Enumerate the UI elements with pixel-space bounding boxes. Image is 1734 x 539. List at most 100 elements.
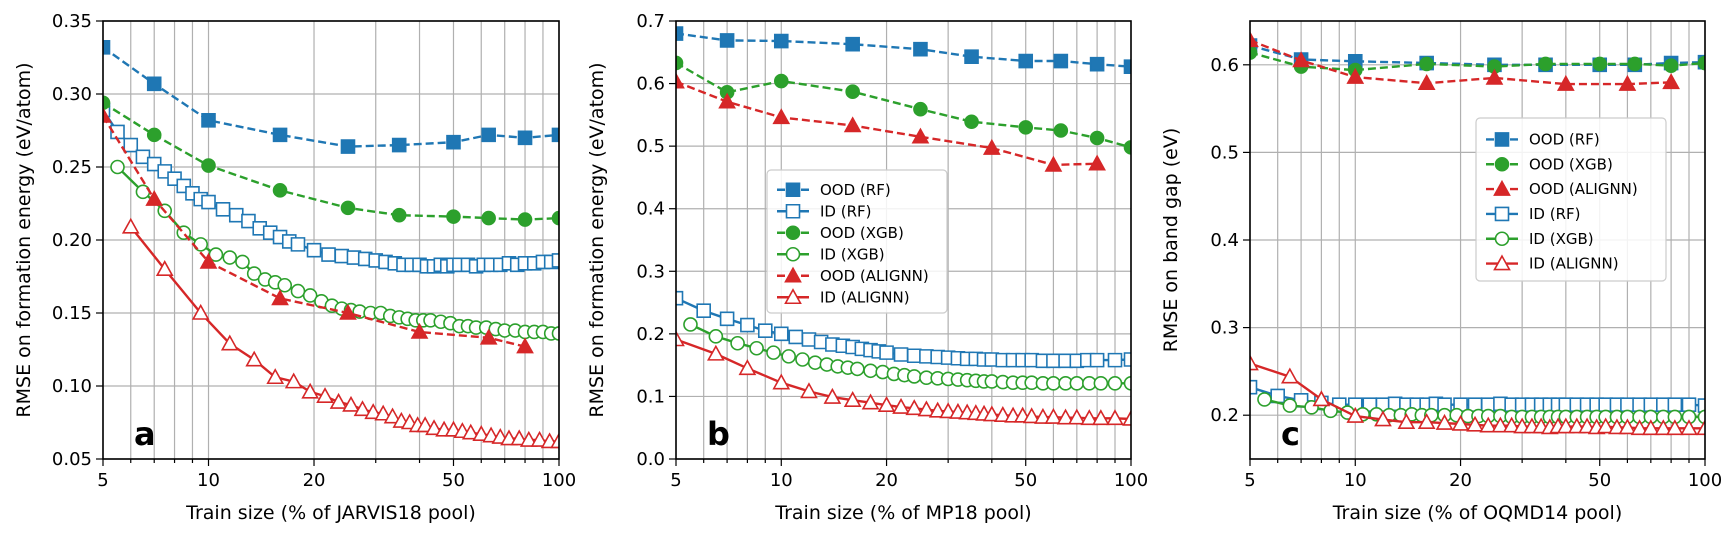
data-point [301, 382, 320, 399]
data-point [772, 373, 791, 390]
data-point [1491, 416, 1510, 433]
series-id-rf [103, 102, 559, 274]
plot-frame [675, 20, 1132, 460]
data-point [353, 400, 372, 417]
data-point [481, 127, 496, 143]
x-tick-label: 10 [197, 470, 220, 491]
x-tick-label: 100 [542, 470, 576, 491]
data-point [321, 247, 336, 262]
data-point [1435, 413, 1454, 430]
series-id-rf [1250, 379, 1705, 413]
data-point [795, 352, 810, 367]
legend-item-id-alignn: ID (ALIGNN) [777, 288, 910, 306]
data-point [1697, 398, 1705, 413]
data-point [1312, 390, 1331, 407]
data-point [228, 207, 244, 223]
data-point [222, 250, 238, 265]
legend-label: OOD (XGB) [1529, 155, 1613, 173]
data-point [1250, 354, 1259, 371]
x-tick-label: 20 [875, 470, 898, 491]
data-point [446, 209, 461, 224]
data-point [696, 303, 711, 319]
x-axis-title: Train size (% of MP18 pool) [774, 502, 1031, 524]
legend-marker [1493, 254, 1511, 271]
legend-marker [785, 182, 801, 198]
data-point [103, 95, 111, 111]
chart-panel-a: 5 10 20 50 100 0.05 0.10 0.15 0.20 0.25 0.30 0.35 Tr… [13, 11, 576, 524]
series-id-xgb [110, 159, 559, 341]
axis-ticks: 5 10 20 50 100 0.05 0.10 0.15 0.20 0.25 0.30 0.35 [52, 11, 576, 491]
data-point [1502, 416, 1521, 433]
data-point [1107, 375, 1123, 391]
panel-label: c [1281, 415, 1300, 453]
data-point [982, 405, 1001, 422]
data-point [1018, 120, 1034, 135]
data-point [1069, 375, 1085, 391]
series-group [1250, 31, 1705, 436]
data-point [906, 348, 922, 364]
data-point [146, 76, 162, 92]
data-point [1618, 74, 1637, 91]
data-point [145, 189, 164, 206]
data-point [781, 349, 796, 364]
data-point [472, 425, 491, 441]
legend-item-id-alignn: ID (ALIGNN) [1486, 254, 1619, 273]
data-point [383, 407, 402, 424]
series-ood-xgb [103, 95, 559, 227]
data-point [391, 137, 407, 153]
series-line [1250, 44, 1705, 66]
data-point [676, 26, 684, 41]
data-point [1666, 419, 1684, 436]
data-point [374, 404, 393, 421]
y-tick-label: 0.30 [52, 84, 92, 105]
data-point [1053, 123, 1069, 138]
data-point [1641, 419, 1660, 436]
legend-item-ood-alignn: OOD (ALIGNN) [1486, 179, 1638, 198]
data-point [364, 403, 383, 420]
data-point [510, 429, 529, 446]
data-point [1088, 154, 1106, 171]
x-tick-label: 5 [97, 470, 108, 491]
data-point [425, 419, 443, 436]
y-axis-title: RMSE on band gap (eV) [1160, 128, 1182, 353]
legend-label: ID (RF) [820, 202, 872, 220]
data-point [708, 329, 724, 344]
legend-label: ID (XGB) [820, 245, 885, 263]
legend-marker [784, 288, 802, 305]
data-point [1123, 59, 1131, 74]
legend-marker [1494, 206, 1510, 222]
data-point [1479, 416, 1498, 433]
data-point [843, 391, 862, 407]
data-point [340, 139, 356, 154]
series-id-alignn [1250, 354, 1705, 436]
data-point [1480, 397, 1496, 412]
data-point [290, 283, 306, 299]
legend-item-id-rf: ID (RF) [777, 202, 872, 220]
data-point [801, 332, 817, 347]
legend-label: ID (ALIGNN) [820, 288, 910, 306]
data-point [103, 39, 111, 55]
data-point [982, 138, 1001, 155]
data-point [266, 368, 285, 385]
legend-marker [785, 203, 801, 219]
data-point [757, 323, 773, 339]
data-point [1592, 56, 1608, 72]
data-point [928, 401, 947, 418]
data-point [1397, 413, 1416, 430]
legend-box [766, 169, 948, 314]
data-point [1643, 397, 1659, 412]
y-tick-label: 0.6 [636, 74, 665, 95]
data-point [1346, 406, 1365, 423]
x-tick-label: 50 [1588, 470, 1611, 491]
data-point [676, 330, 685, 347]
series-line [676, 80, 1098, 167]
data-point [290, 237, 306, 252]
data-point [199, 252, 218, 269]
panel-label: b [707, 415, 730, 453]
data-point [1250, 31, 1259, 48]
legend-marker [1494, 132, 1510, 147]
legend-marker [1494, 156, 1510, 172]
data-point [1654, 419, 1673, 436]
data-point [1417, 413, 1436, 430]
